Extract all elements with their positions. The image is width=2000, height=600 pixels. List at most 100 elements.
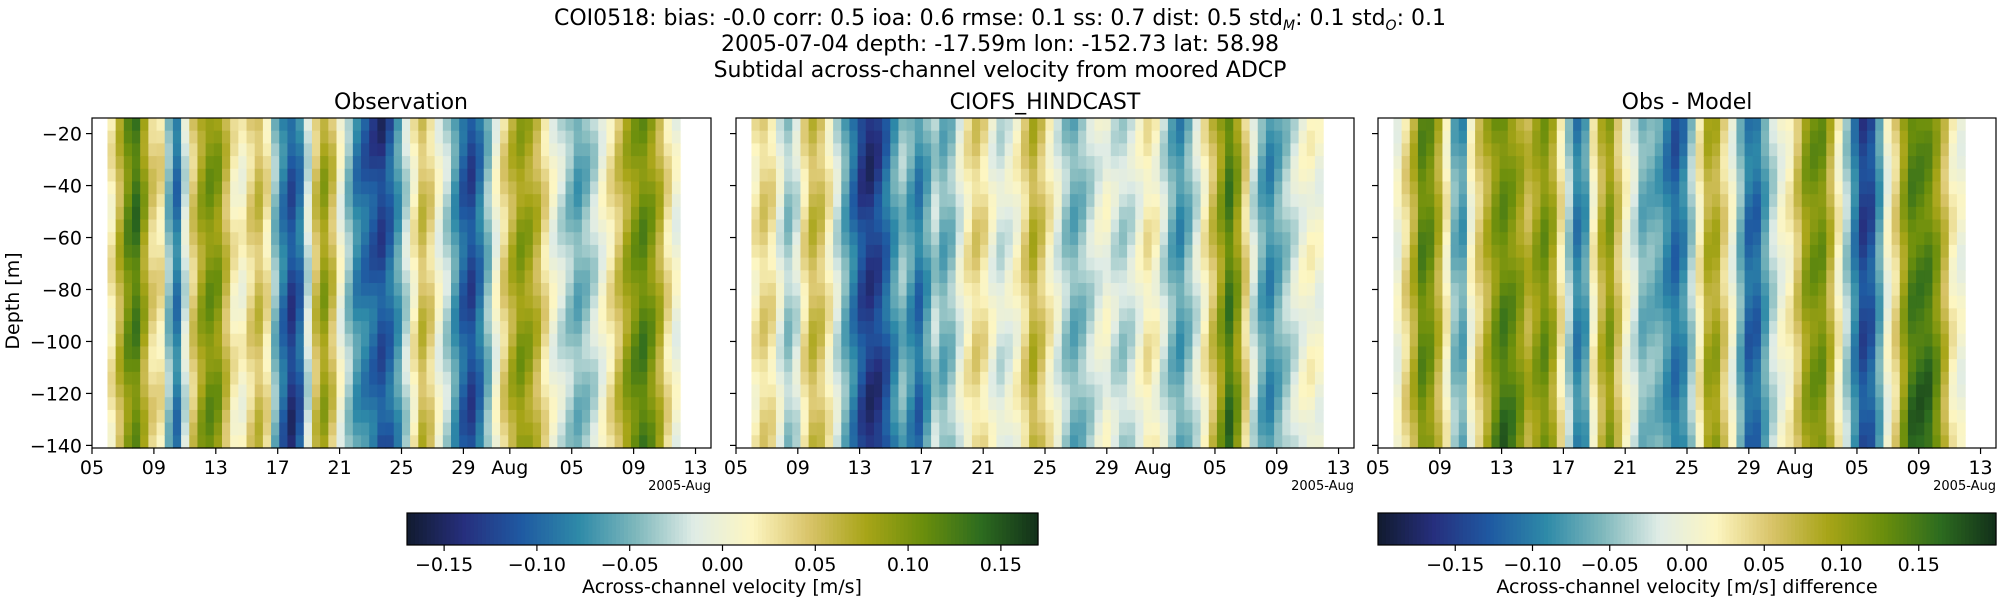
- heatmap-cell: [205, 118, 215, 132]
- heatmap-cell: [426, 156, 436, 170]
- heatmap-cell: [1184, 308, 1194, 322]
- heatmap-cell: [1597, 384, 1607, 398]
- heatmap-cell: [541, 219, 550, 233]
- heatmap-cell: [971, 219, 981, 233]
- heatmap-cell: [1597, 270, 1607, 284]
- heatmap-cell: [344, 156, 354, 170]
- heatmap-cell: [385, 181, 395, 195]
- heatmap-cell: [890, 422, 900, 436]
- heatmap-cell: [254, 232, 264, 246]
- heatmap-cell: [573, 244, 583, 259]
- heatmap-cell: [816, 321, 826, 335]
- heatmap-cell: [205, 219, 215, 233]
- heatmap-cell: [598, 130, 608, 144]
- heatmap-cell: [451, 371, 460, 386]
- heatmap-cell: [1020, 118, 1030, 132]
- heatmap-cell: [1524, 168, 1533, 183]
- heatmap-cell: [1004, 194, 1014, 208]
- heatmap-cell: [508, 359, 518, 373]
- heatmap-cell: [1801, 156, 1811, 170]
- heatmap-cell: [328, 257, 338, 271]
- heatmap-cell: [573, 118, 583, 132]
- heatmap-cell: [565, 130, 575, 144]
- heatmap-cell: [1630, 333, 1640, 348]
- heatmap-cell: [565, 206, 575, 221]
- heatmap-cell: [931, 257, 940, 271]
- heatmap-cell: [1458, 206, 1468, 221]
- heatmap-cell: [1450, 168, 1460, 183]
- heatmap-cell: [303, 181, 313, 195]
- heatmap-cell: [508, 143, 518, 157]
- heatmap-cell: [1605, 219, 1615, 233]
- heatmap-cell: [655, 206, 665, 221]
- heatmap-cell: [328, 270, 338, 284]
- heatmap-cell: [581, 346, 591, 360]
- heatmap-cell: [1417, 244, 1427, 259]
- heatmap-cell: [759, 181, 769, 195]
- heatmap-cell: [459, 257, 468, 271]
- heatmap-cell: [107, 308, 117, 322]
- heatmap-cell: [1265, 194, 1275, 208]
- heatmap-cell: [655, 397, 665, 411]
- heatmap-cell: [1417, 422, 1427, 436]
- heatmap-cell: [849, 346, 859, 360]
- heatmap-cell: [1736, 194, 1746, 208]
- heatmap-cell: [882, 168, 891, 183]
- heatmap-cell: [1662, 270, 1672, 284]
- heatmap-cell: [1483, 371, 1493, 386]
- heatmap-cell: [1703, 168, 1713, 183]
- heatmap-cell: [1241, 206, 1251, 221]
- heatmap-cell: [246, 118, 256, 132]
- heatmap-cell: [1249, 333, 1259, 348]
- heatmap-cell: [1556, 181, 1566, 195]
- heatmap-cell: [1151, 270, 1161, 284]
- heatmap-cell: [181, 295, 190, 309]
- heatmap-cell: [1306, 321, 1316, 335]
- heatmap-cell: [377, 435, 387, 449]
- heatmap-cell: [1507, 219, 1517, 233]
- heatmap-cell: [385, 168, 395, 183]
- heatmap-cell: [1573, 384, 1582, 398]
- heatmap-cell: [1499, 384, 1509, 398]
- heatmap-cell: [434, 384, 444, 398]
- heatmap-cell: [230, 308, 239, 322]
- heatmap-cell: [344, 219, 354, 233]
- heatmap-cell: [1540, 232, 1550, 246]
- heatmap-cell: [279, 283, 289, 297]
- heatmap-cell: [132, 435, 141, 449]
- heatmap-cell: [1306, 371, 1316, 386]
- heatmap-cell: [164, 206, 174, 221]
- heatmap-cell: [598, 295, 608, 309]
- heatmap-cell: [532, 321, 542, 335]
- heatmap-cell: [955, 308, 965, 322]
- heatmap-cell: [1540, 130, 1550, 144]
- heatmap-cell: [1078, 232, 1087, 246]
- heatmap-cell: [751, 283, 761, 297]
- heatmap-cell: [1127, 130, 1136, 144]
- heatmap-cell: [508, 244, 518, 259]
- heatmap-cell: [671, 194, 681, 208]
- heatmap-cell: [1720, 435, 1729, 449]
- heatmap-cell: [1118, 181, 1128, 195]
- heatmap-cell: [1548, 295, 1558, 309]
- heatmap-cell: [385, 118, 395, 132]
- heatmap-cell: [971, 257, 981, 271]
- heatmap-cell: [947, 295, 957, 309]
- heatmap-cell: [303, 435, 313, 449]
- heatmap-cell: [254, 219, 264, 233]
- heatmap-cell: [475, 232, 485, 246]
- heatmap-cell: [1769, 257, 1778, 271]
- heatmap-cell: [295, 219, 305, 233]
- heatmap-cell: [890, 156, 900, 170]
- heatmap-cell: [205, 194, 215, 208]
- heatmap-cell: [148, 219, 158, 233]
- heatmap-cell: [434, 206, 444, 221]
- heatmap-cell: [1475, 397, 1484, 411]
- heatmap-cell: [434, 143, 444, 157]
- heatmap-cell: [890, 219, 900, 233]
- heatmap-cell: [1769, 143, 1778, 157]
- heatmap-cell: [451, 206, 460, 221]
- heatmap-cell: [262, 359, 272, 373]
- heatmap-cell: [792, 346, 802, 360]
- heatmap-cell: [1507, 130, 1517, 144]
